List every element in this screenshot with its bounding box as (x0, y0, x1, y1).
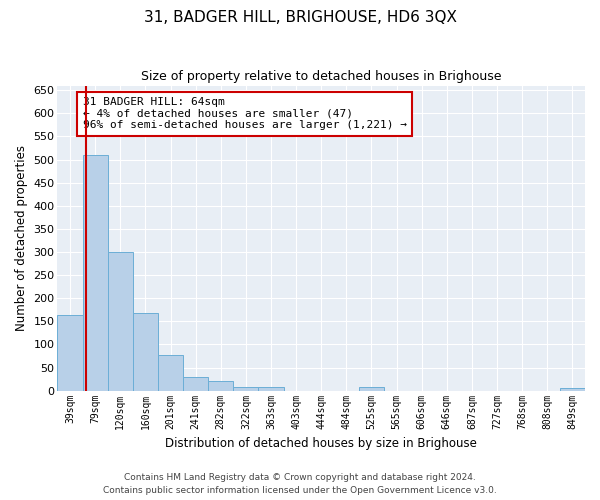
Bar (108, 252, 133, 390)
Bar (259, 387, 284, 390)
Title: Size of property relative to detached houses in Brighouse: Size of property relative to detached ho… (141, 70, 502, 83)
Text: Contains HM Land Registry data © Crown copyright and database right 2024.
Contai: Contains HM Land Registry data © Crown c… (103, 474, 497, 495)
Bar (560, 388, 585, 390)
Bar (133, 313, 158, 390)
Bar (233, 387, 259, 390)
X-axis label: Distribution of detached houses by size in Brighouse: Distribution of detached houses by size … (165, 437, 477, 450)
Text: 31, BADGER HILL, BRIGHOUSE, HD6 3QX: 31, BADGER HILL, BRIGHOUSE, HD6 3QX (143, 10, 457, 25)
Bar (83, 155, 108, 390)
Bar (359, 388, 384, 390)
Text: 31 BADGER HILL: 64sqm
← 4% of detached houses are smaller (47)
96% of semi-detac: 31 BADGER HILL: 64sqm ← 4% of detached h… (83, 97, 407, 130)
Bar (183, 377, 208, 390)
Bar (158, 354, 183, 390)
Bar (58, 316, 83, 390)
Bar (208, 382, 233, 390)
Y-axis label: Number of detached properties: Number of detached properties (15, 145, 28, 331)
